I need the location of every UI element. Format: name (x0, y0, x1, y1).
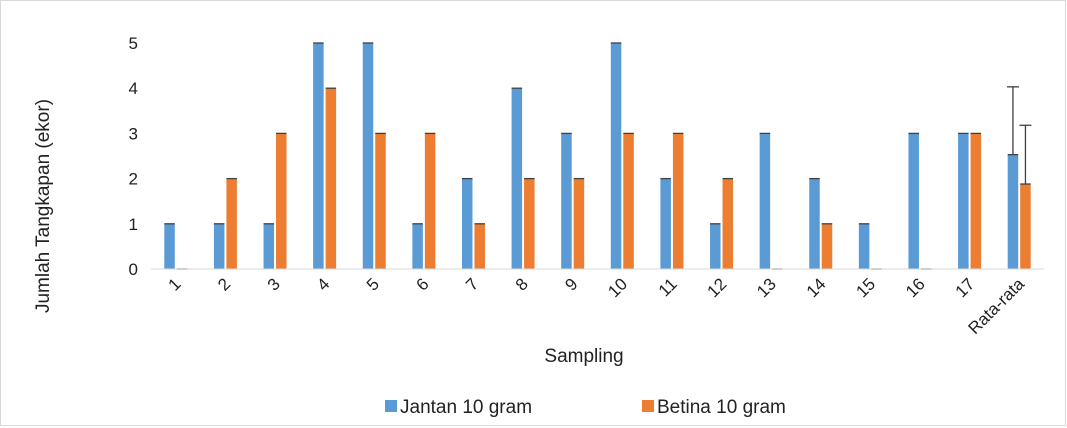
y-axis-ticks: 0 1 2 3 4 5 (129, 34, 138, 279)
bar-betina (226, 179, 237, 269)
bar-jantan (611, 43, 622, 269)
y-tick-label: 0 (129, 260, 138, 279)
x-tick-label: 11 (655, 274, 681, 300)
x-tick-label: 13 (753, 274, 780, 301)
y-tick-label: 5 (129, 34, 138, 53)
x-tick-label: 9 (561, 274, 581, 294)
x-tick-label: 17 (952, 274, 979, 301)
x-tick-label: 16 (902, 274, 929, 301)
bar-betina (623, 133, 634, 269)
legend-swatch (385, 400, 397, 412)
x-tick-label: 10 (604, 274, 631, 301)
bar-betina (326, 88, 337, 269)
bar-betina (1019, 125, 1031, 269)
bar-betina (425, 133, 436, 269)
bar-jantan (462, 179, 473, 269)
legend-label: Jantan 10 gram (400, 397, 532, 418)
bar-jantan (908, 133, 919, 269)
bar-betina (375, 133, 386, 269)
x-tick-label: 3 (264, 274, 284, 294)
y-tick-label: 3 (129, 124, 138, 143)
bar-betina (723, 179, 734, 269)
bar-jantan (809, 179, 820, 269)
y-tick-label: 2 (129, 170, 138, 189)
x-tick-label: 1 (165, 274, 185, 294)
x-tick-label: 12 (704, 274, 731, 301)
x-axis-title: Sampling (544, 346, 623, 367)
bar-jantan (710, 224, 721, 269)
bar-jantan (660, 179, 671, 269)
bar-jantan (760, 133, 771, 269)
legend-item: Betina 10 gram (642, 397, 786, 418)
legend-item: Jantan 10 gram (385, 397, 532, 418)
bar-jantan (561, 133, 572, 269)
bar-betina (971, 133, 982, 269)
bar-betina (524, 179, 535, 269)
y-tick-label: 1 (129, 215, 138, 234)
x-tick-label: 14 (803, 274, 830, 301)
legend-swatch (642, 400, 654, 412)
bar-betina (822, 224, 833, 269)
bar-betina (276, 133, 287, 269)
y-axis-title: Jumlah Tangkapan (ekor) (33, 99, 54, 313)
bars (164, 43, 1031, 269)
bar-betina (673, 133, 684, 269)
x-tick-label: 5 (363, 274, 383, 294)
legend-label: Betina 10 gram (657, 397, 786, 418)
x-tick-label: 4 (313, 274, 333, 294)
bar-jantan (859, 224, 870, 269)
bar-jantan (313, 43, 324, 269)
x-tick-label: 8 (512, 274, 532, 294)
bar-jantan (1007, 87, 1019, 269)
bar-jantan (363, 43, 374, 269)
y-tick-label: 4 (129, 79, 138, 98)
legend: Jantan 10 gram Betina 10 gram (385, 397, 786, 418)
bar-jantan (214, 224, 225, 269)
x-tick-label: 7 (462, 274, 482, 294)
bar-jantan (264, 224, 275, 269)
x-tick-label: 2 (214, 274, 234, 294)
bar-betina (574, 179, 585, 269)
x-tick-label: 6 (413, 274, 433, 294)
bar-betina (474, 224, 485, 269)
bar-jantan (164, 224, 175, 269)
bar-jantan (412, 224, 423, 269)
bar-jantan (958, 133, 969, 269)
bar-jantan (512, 88, 523, 269)
x-tick-label: 15 (852, 274, 879, 301)
